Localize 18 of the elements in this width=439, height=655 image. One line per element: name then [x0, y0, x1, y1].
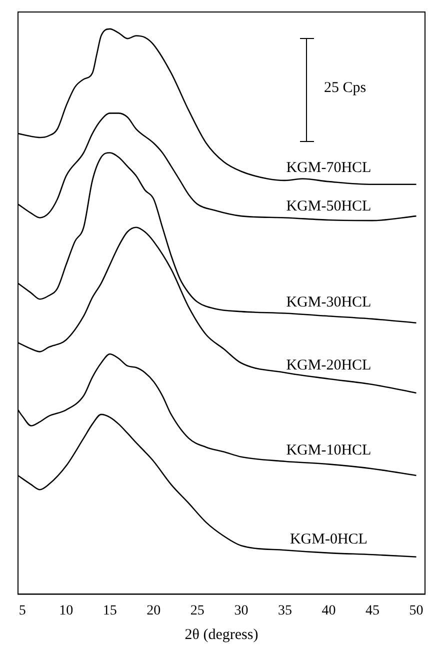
- annotation: 25 Cps: [324, 80, 366, 97]
- x-axis-title: 2θ (degress): [184, 626, 258, 643]
- x-tick-label: 5: [18, 603, 26, 618]
- series-label: KGM-10HCL: [286, 442, 372, 459]
- x-tick-label: 45: [365, 603, 380, 618]
- x-tick-label: 35: [278, 603, 292, 618]
- x-tick-label: 40: [322, 603, 336, 618]
- x-tick-label: 15: [102, 603, 117, 618]
- series-label: KGM-20HCL: [286, 357, 372, 374]
- x-tick-label: 30: [234, 603, 248, 618]
- x-tick-label: 20: [146, 603, 161, 618]
- series-label: KGM-50HCL: [286, 198, 372, 214]
- series-label: KGM-30HCL: [286, 294, 372, 311]
- x-tick-label: 50: [409, 603, 424, 618]
- series-label: KGM-70HCL: [286, 160, 372, 176]
- series-label: KGM-0HCL: [290, 531, 368, 548]
- x-tick-label: 10: [59, 603, 74, 618]
- x-tick-label: 25: [190, 603, 204, 618]
